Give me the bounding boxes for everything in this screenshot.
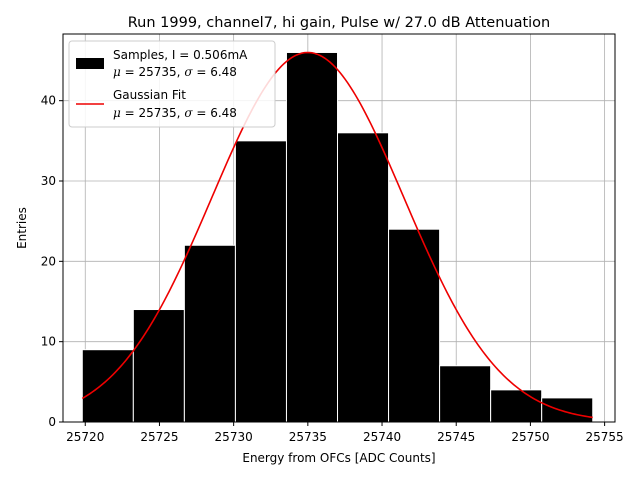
histogram-bar-9	[541, 397, 594, 423]
legend-fit-line2: μ = 25735, σ = 6.48	[113, 106, 237, 120]
x-tick-label-3: 25735	[289, 430, 327, 444]
legend-fit-line1: Gaussian Fit	[113, 88, 186, 102]
x-axis-title: Energy from OFCs [ADC Counts]	[242, 451, 435, 465]
y-tick-label-3: 30	[41, 174, 56, 188]
x-tick-label-6: 25750	[511, 430, 549, 444]
legend-fit-sigma-value: = 6.48	[193, 106, 237, 120]
histogram-bar-8	[490, 389, 543, 423]
legend-samples-line2: μ = 25735, σ = 6.48	[113, 65, 237, 79]
x-tick-label-7: 25755	[586, 430, 624, 444]
legend: Samples, I = 0.506mA μ = 25735, σ = 6.48…	[68, 40, 276, 128]
y-tick-label-0: 0	[48, 415, 56, 429]
legend-samples-mu-value: = 25735,	[121, 65, 185, 79]
legend-fit-mu-value: = 25735,	[121, 106, 185, 120]
legend-samples-mu: μ	[113, 65, 121, 79]
y-axis-ticks: 0 10 20 30 40	[41, 94, 63, 429]
histogram-bar-5	[337, 132, 390, 423]
histogram-bar-2	[183, 244, 236, 423]
legend-fit-mu: μ	[113, 106, 121, 120]
histogram-bar-6	[388, 228, 441, 423]
legend-samples-sigma-value: = 6.48	[193, 65, 237, 79]
histogram-bars	[81, 51, 594, 423]
x-tick-label-5: 25745	[437, 430, 475, 444]
x-tick-label-0: 25720	[66, 430, 104, 444]
y-axis-title: Entries	[15, 207, 29, 249]
legend-swatch-samples	[76, 58, 104, 69]
x-tick-label-4: 25740	[363, 430, 401, 444]
plot-frame	[62, 33, 616, 423]
legend-fit-sigma: σ	[184, 106, 193, 120]
x-tick-label-1: 25725	[140, 430, 178, 444]
y-tick-label-4: 40	[41, 94, 56, 108]
x-tick-label-2: 25730	[215, 430, 253, 444]
legend-samples-sigma: σ	[184, 65, 193, 79]
gaussian-fit-line	[81, 51, 593, 419]
histogram-bar-4	[285, 51, 339, 423]
x-axis-ticks: 25720 25725 25730 25735 25740 25745 25750 25755	[66, 422, 624, 444]
histogram-bar-1	[132, 309, 185, 423]
y-tick-label-1: 10	[41, 335, 56, 349]
chart-title: Run 1999, channel7, hi gain, Pulse w/ 27…	[128, 15, 551, 31]
legend-box	[68, 40, 276, 128]
y-tick-label-2: 20	[41, 254, 56, 268]
legend-samples-line1: Samples, I = 0.506mA	[113, 48, 248, 62]
gaussian-fit-layer	[81, 51, 593, 419]
histogram-bar-3	[234, 140, 287, 423]
histogram-bar-7	[439, 365, 492, 423]
